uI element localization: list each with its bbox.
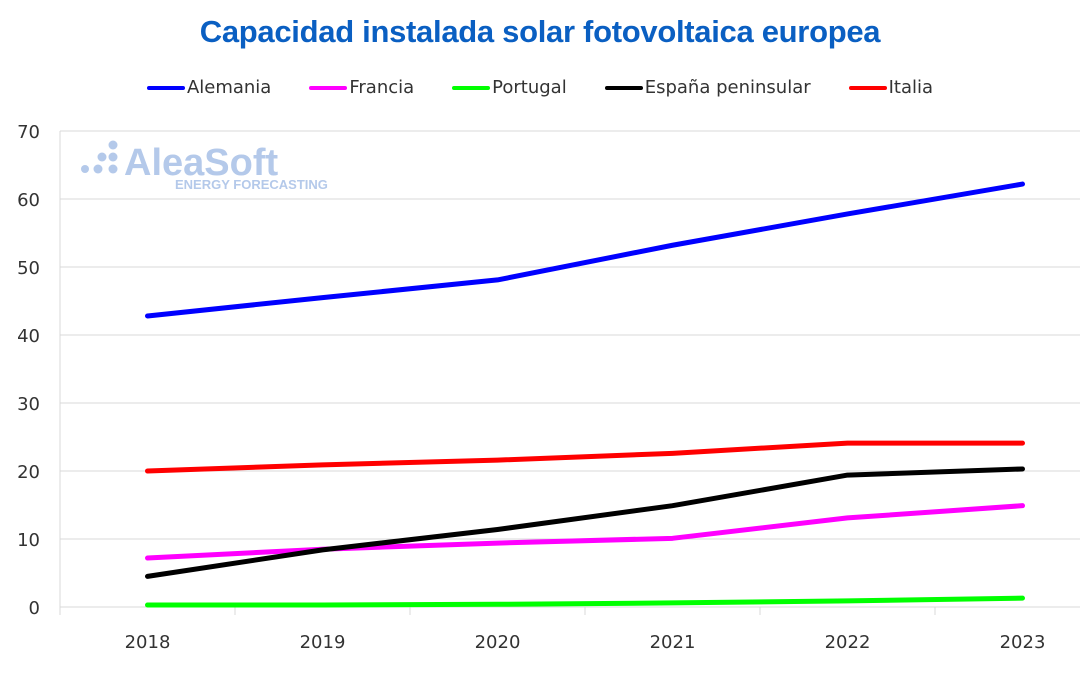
legend-swatch: [146, 85, 185, 90]
x-tick-label: 2020: [475, 632, 521, 653]
watermark-tagline: ENERGY FORECASTING: [175, 177, 328, 192]
legend-item: España peninsular: [604, 77, 811, 98]
legend-label: Portugal: [492, 77, 567, 98]
legend-item: Portugal: [452, 77, 567, 98]
series-line: [145, 503, 1025, 561]
legend-swatch: [848, 85, 887, 90]
x-tick-label: 2019: [300, 632, 346, 653]
legend-swatch: [452, 85, 491, 90]
y-tick-label: 50: [17, 258, 40, 279]
x-tick-label: 2021: [650, 632, 696, 653]
axes: 0 10 20 30 40 50 60 70 2018 2019 2020 2021 2022 2023: [17, 122, 1045, 653]
series-line: [145, 595, 1025, 608]
y-tick-label: 70: [17, 122, 40, 143]
legend-label: España peninsular: [644, 77, 811, 98]
x-tick-label: 2023: [1000, 632, 1046, 653]
x-tick-label: 2018: [125, 632, 171, 653]
series-line: [145, 440, 1025, 474]
legend-swatch: [604, 85, 643, 90]
legend-label: Italia: [888, 77, 934, 98]
series-line: [145, 181, 1025, 319]
aleasoft-watermark: AleaSoft ENERGY FORECASTING: [81, 140, 328, 192]
series-lines: [145, 181, 1025, 608]
series-espa-a-peninsular: [145, 466, 1025, 579]
chart-title: Capacidad instalada solar fotovoltaica e…: [199, 14, 881, 49]
x-tick-label: 2022: [825, 632, 871, 653]
legend-item: Francia: [309, 77, 414, 98]
series-line: [145, 466, 1025, 579]
y-tick-label: 10: [17, 530, 40, 551]
series-portugal: [145, 595, 1025, 608]
y-tick-label: 20: [17, 462, 40, 483]
y-tick-label: 40: [17, 326, 40, 347]
watermark-dots-icon: [81, 140, 118, 174]
y-tick-label: 60: [17, 190, 40, 211]
watermark-brand: AleaSoft: [124, 142, 278, 184]
y-tick-label: 0: [29, 598, 40, 619]
series-italia: [145, 440, 1025, 474]
legend-label: Alemania: [186, 77, 272, 98]
legend-item: Italia: [848, 77, 934, 98]
series-francia: [145, 503, 1025, 561]
legend-item: Alemania: [146, 77, 272, 98]
legend: Alemania Francia Portugal España peninsular…: [0, 77, 1080, 98]
legend-swatch: [309, 85, 348, 90]
series-alemania: [145, 181, 1025, 319]
legend-label: Francia: [349, 77, 415, 98]
y-tick-label: 30: [17, 394, 40, 415]
